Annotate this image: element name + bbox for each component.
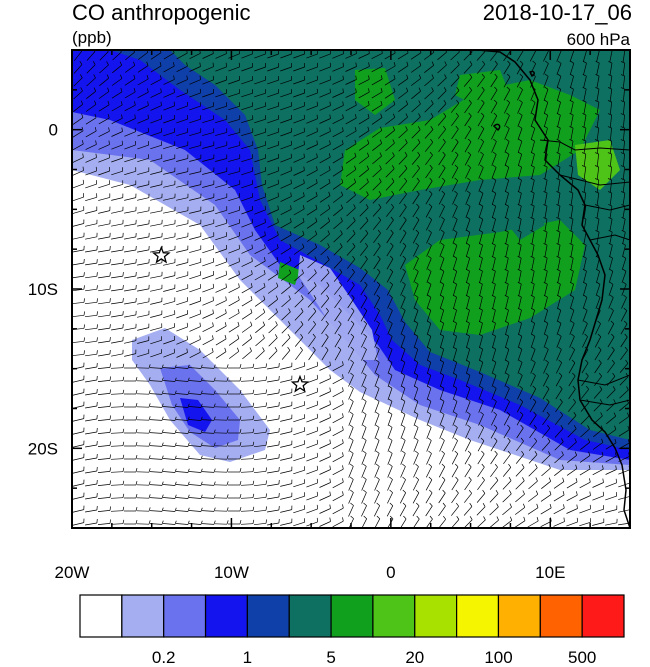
lon-tick-label: 10W <box>214 563 249 582</box>
colorbar-swatch <box>204 594 248 638</box>
colorbar-swatch <box>330 594 374 638</box>
colorbar-label: 20 <box>405 648 424 667</box>
colorbar: 0.2 1 5 20 100 500 <box>79 594 625 667</box>
colorbar-swatch <box>581 594 625 638</box>
lon-tick-label: 10E <box>535 563 565 582</box>
colorbar-swatch <box>79 594 123 638</box>
colorbar-swatch <box>246 594 290 638</box>
colorbar-swatch <box>414 594 458 638</box>
lat-tick-label: 20S <box>28 439 58 458</box>
colorbar-swatch <box>163 594 207 638</box>
units-label: (ppb) <box>72 28 112 47</box>
axis-tick-labels: 20W 10W 0 10E 0 10S 20S <box>28 121 566 582</box>
pressure-level-label: 600 hPa <box>566 30 630 49</box>
map-title: CO anthropogenic <box>72 0 251 25</box>
colorbar-label: 100 <box>484 648 512 667</box>
colorbar-swatch <box>539 594 583 638</box>
coastline <box>477 50 630 528</box>
colorbar-swatch <box>497 594 541 638</box>
colorbar-swatch <box>288 594 332 638</box>
lon-tick-label: 20W <box>55 563 90 582</box>
lat-tick-label: 0 <box>49 121 58 140</box>
colorbar-label: 0.2 <box>152 648 176 667</box>
datetime-label: 2018-10-17_06 <box>482 0 632 25</box>
star-marker <box>151 245 171 264</box>
colorbar-swatch <box>456 594 500 638</box>
axis-ticks <box>71 49 631 529</box>
wind-barbs <box>72 50 630 528</box>
lon-tick-label: 0 <box>386 563 395 582</box>
colorbar-swatch <box>372 594 416 638</box>
station-markers <box>151 245 310 393</box>
colorbar-label: 1 <box>243 648 252 667</box>
colorbar-label: 500 <box>568 648 596 667</box>
colorbar-swatch <box>121 594 165 638</box>
star-marker <box>290 374 310 393</box>
colorbar-label: 5 <box>326 648 335 667</box>
co-concentration-field <box>72 50 630 528</box>
lat-tick-label: 10S <box>28 280 58 299</box>
